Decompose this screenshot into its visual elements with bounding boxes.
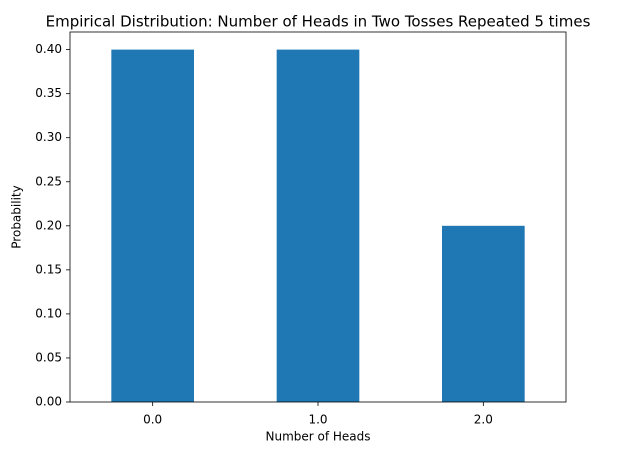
x-tick-label: 2.0 — [474, 413, 493, 427]
axes-frame — [69, 31, 567, 403]
y-tick-label: 0.00 — [35, 395, 62, 409]
bar — [276, 49, 360, 402]
chart-title: Empirical Distribution: Number of Heads … — [46, 13, 591, 31]
x-axis-label: Number of Heads — [265, 430, 370, 444]
y-tick-label: 0.35 — [35, 86, 62, 100]
y-tick-label: 0.10 — [35, 306, 62, 320]
x-tick-label: 1.0 — [308, 413, 327, 427]
bar — [111, 49, 194, 402]
x-tick-label: 0.0 — [143, 413, 162, 427]
y-tick-label: 0.30 — [35, 130, 62, 144]
y-tick-label: 0.20 — [35, 218, 62, 232]
bar — [442, 225, 525, 402]
y-tick-label: 0.40 — [35, 42, 62, 56]
y-tick-label: 0.25 — [35, 174, 62, 188]
y-axis-label: Probability — [10, 185, 24, 248]
y-tick-label: 0.15 — [35, 262, 62, 276]
y-tick-label: 0.05 — [35, 350, 62, 364]
